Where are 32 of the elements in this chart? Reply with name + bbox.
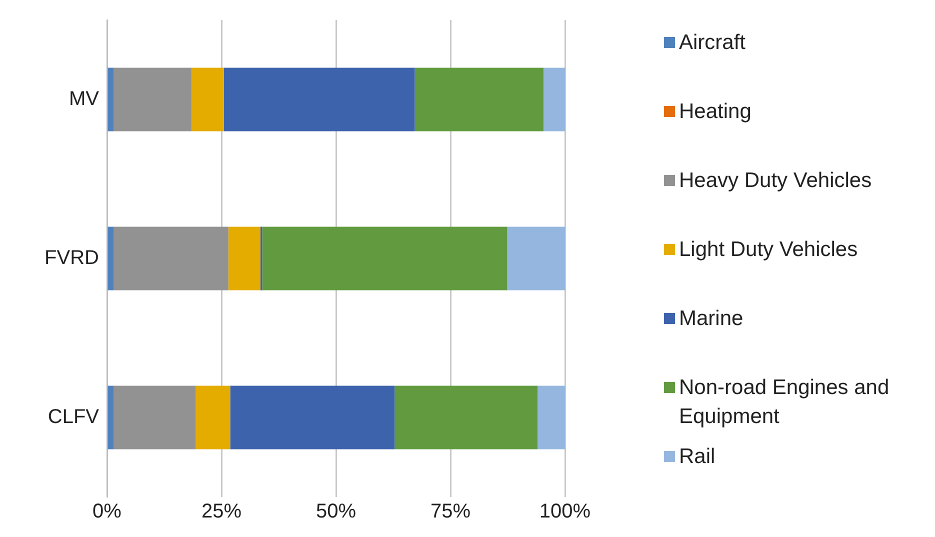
bar bbox=[108, 226, 114, 290]
bar bbox=[114, 68, 192, 132]
bar bbox=[108, 68, 114, 132]
bar bbox=[224, 68, 415, 132]
bar bbox=[538, 386, 565, 450]
legend-label: Aircraft bbox=[679, 30, 746, 56]
legend-label: Non-road Engines and Equipment bbox=[679, 375, 890, 430]
legend-label: Heating bbox=[679, 99, 752, 125]
bar bbox=[394, 386, 538, 450]
y-tick-label: MV bbox=[69, 88, 100, 110]
bar bbox=[114, 226, 228, 290]
x-tick-label: 50% bbox=[316, 500, 356, 523]
bar bbox=[262, 226, 508, 290]
legend-label: Rail bbox=[679, 444, 716, 470]
x-tick-label: 75% bbox=[430, 500, 471, 523]
legend-label: Marine bbox=[679, 306, 744, 332]
x-tick-label: 100% bbox=[539, 500, 591, 523]
bar bbox=[414, 68, 544, 132]
y-tick-label: CLFV bbox=[48, 406, 100, 428]
x-tick-label: 0% bbox=[92, 500, 122, 523]
bar bbox=[228, 226, 260, 290]
bar bbox=[192, 68, 224, 132]
bar bbox=[196, 386, 230, 450]
bar bbox=[230, 386, 395, 450]
bar bbox=[543, 68, 565, 132]
x-tick-label: 25% bbox=[201, 500, 242, 523]
legend-label: Light Duty Vehicles bbox=[679, 237, 858, 263]
bar bbox=[108, 386, 114, 450]
bar bbox=[507, 226, 565, 290]
y-tick-label: FVRD bbox=[44, 247, 99, 270]
legend-label: Heavy Duty Vehicles bbox=[679, 168, 872, 194]
bar bbox=[114, 386, 196, 450]
